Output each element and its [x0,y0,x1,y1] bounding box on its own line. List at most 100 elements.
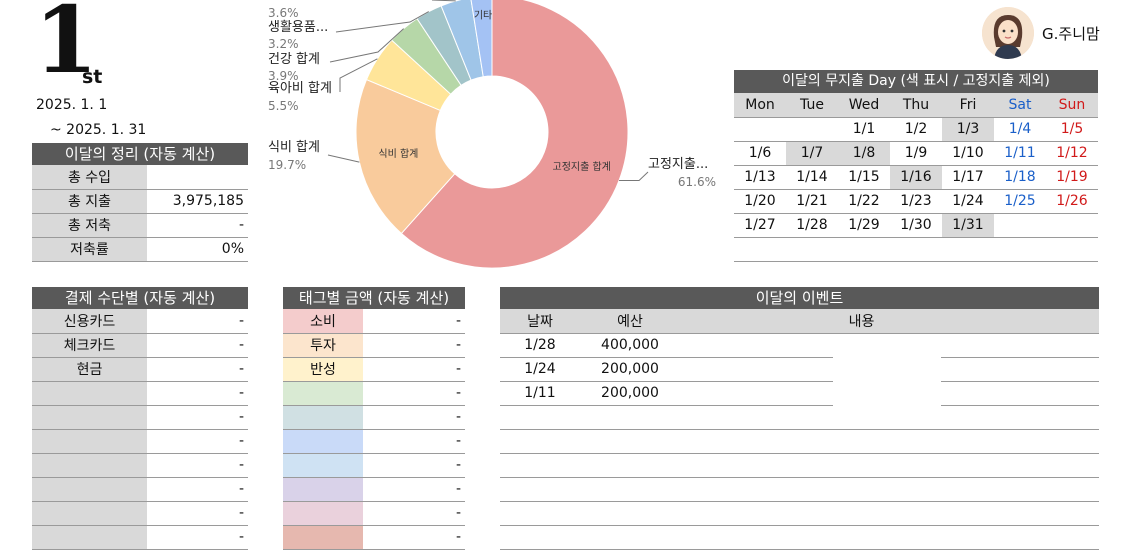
payment-method-value[interactable]: - [147,501,248,526]
calendar-day-cell[interactable]: 1/8 [838,141,890,166]
summary-label[interactable]: 저축률 [32,237,147,262]
tag-value[interactable]: - [363,525,465,550]
event-date[interactable] [500,429,580,454]
calendar-day-cell[interactable] [734,237,786,262]
event-content-3[interactable] [941,477,1099,502]
calendar-day-cell[interactable]: 1/29 [838,213,890,238]
calendar-day-cell[interactable] [942,237,994,262]
summary-value[interactable]: 0% [147,237,248,262]
calendar-day-cell[interactable]: 1/17 [942,165,994,190]
calendar-day-cell[interactable]: 1/23 [890,189,942,214]
payment-method-label[interactable] [32,525,147,550]
event-content[interactable] [680,525,833,550]
summary-value[interactable]: 3,975,185 [147,189,248,214]
tag-value[interactable]: - [363,501,465,526]
tag-label[interactable]: 투자 [283,333,363,358]
tag-label[interactable] [283,381,363,406]
event-content-2[interactable] [833,357,941,381]
calendar-day-cell[interactable]: 1/11 [994,141,1046,166]
tag-label[interactable] [283,429,363,454]
calendar-day-cell[interactable]: 1/16 [890,165,942,190]
calendar-day-cell[interactable]: 1/4 [994,117,1046,142]
calendar-day-cell[interactable]: 1/10 [942,141,994,166]
tag-value[interactable]: - [363,357,465,382]
payment-method-label[interactable]: 현금 [32,357,147,382]
payment-method-label[interactable] [32,405,147,430]
tag-value[interactable]: - [363,477,465,502]
event-budget[interactable] [580,525,680,550]
summary-value[interactable] [147,165,248,190]
event-budget[interactable] [580,501,680,526]
calendar-day-cell[interactable]: 1/20 [734,189,786,214]
summary-value[interactable]: - [147,213,248,238]
tag-label[interactable] [283,501,363,526]
event-budget[interactable] [580,453,680,478]
tag-value[interactable]: - [363,309,465,334]
event-date[interactable]: 1/24 [500,357,580,382]
calendar-day-cell[interactable]: 1/24 [942,189,994,214]
event-date[interactable] [500,477,580,502]
payment-method-label[interactable] [32,501,147,526]
event-budget[interactable]: 200,000 [580,381,680,406]
event-content-3[interactable] [941,333,1099,358]
event-content[interactable] [680,477,833,502]
event-content[interactable] [680,501,833,526]
payment-method-label[interactable] [32,429,147,454]
tag-label[interactable] [283,405,363,430]
calendar-day-cell[interactable]: 1/15 [838,165,890,190]
payment-method-value[interactable]: - [147,477,248,502]
payment-method-value[interactable]: - [147,405,248,430]
event-content-2[interactable] [833,453,941,478]
calendar-day-cell[interactable]: 1/19 [1046,165,1098,190]
event-content[interactable] [680,333,833,358]
calendar-day-cell[interactable]: 1/2 [890,117,942,142]
event-content[interactable] [680,381,833,406]
payment-method-value[interactable]: - [147,525,248,550]
payment-method-label[interactable]: 체크카드 [32,333,147,358]
calendar-day-cell[interactable] [994,213,1046,238]
payment-method-label[interactable]: 신용카드 [32,309,147,334]
event-date[interactable] [500,525,580,550]
calendar-day-cell[interactable] [838,237,890,262]
tag-value[interactable]: - [363,429,465,454]
calendar-day-cell[interactable]: 1/31 [942,213,994,238]
event-budget[interactable]: 200,000 [580,357,680,382]
calendar-day-cell[interactable]: 1/30 [890,213,942,238]
calendar-day-cell[interactable] [786,117,838,142]
calendar-day-cell[interactable]: 1/18 [994,165,1046,190]
calendar-day-cell[interactable]: 1/3 [942,117,994,142]
event-date[interactable]: 1/28 [500,333,580,358]
payment-method-label[interactable] [32,477,147,502]
event-content-3[interactable] [941,501,1099,526]
event-date[interactable] [500,405,580,430]
summary-label[interactable]: 총 저축 [32,213,147,238]
payment-method-label[interactable] [32,453,147,478]
calendar-day-cell[interactable]: 1/27 [734,213,786,238]
event-budget[interactable]: 400,000 [580,333,680,358]
calendar-day-cell[interactable]: 1/14 [786,165,838,190]
tag-label[interactable] [283,453,363,478]
event-content-2[interactable] [833,405,941,430]
calendar-day-cell[interactable]: 1/5 [1046,117,1098,142]
event-date[interactable]: 1/11 [500,381,580,406]
event-content-3[interactable] [941,429,1099,454]
calendar-day-cell[interactable]: 1/28 [786,213,838,238]
calendar-day-cell[interactable]: 1/13 [734,165,786,190]
payment-method-value[interactable]: - [147,381,248,406]
event-content[interactable] [680,405,833,430]
calendar-day-cell[interactable] [1046,213,1098,238]
event-content-2[interactable] [833,501,941,526]
calendar-day-cell[interactable]: 1/21 [786,189,838,214]
event-content-3[interactable] [941,525,1099,550]
tag-value[interactable]: - [363,405,465,430]
payment-method-value[interactable]: - [147,429,248,454]
calendar-day-cell[interactable] [786,237,838,262]
calendar-day-cell[interactable] [1046,237,1098,262]
payment-method-label[interactable] [32,381,147,406]
calendar-day-cell[interactable]: 1/22 [838,189,890,214]
event-content-3[interactable] [941,357,1099,382]
payment-method-value[interactable]: - [147,333,248,358]
tag-value[interactable]: - [363,381,465,406]
event-budget[interactable] [580,405,680,430]
calendar-day-cell[interactable]: 1/12 [1046,141,1098,166]
